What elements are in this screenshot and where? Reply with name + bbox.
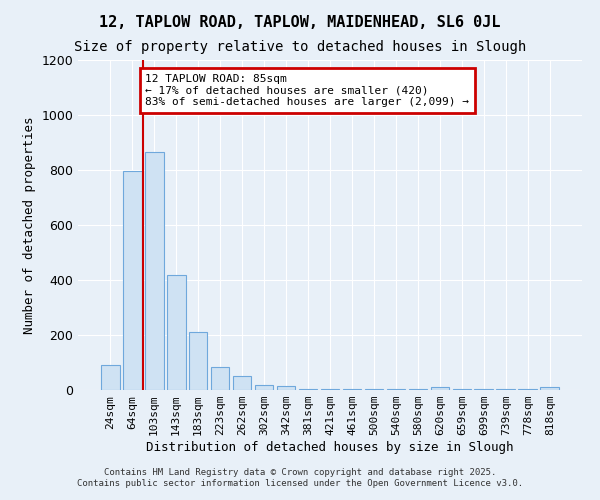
Bar [255,384,274,390]
Bar [277,386,295,390]
Bar [299,388,317,390]
Bar [167,274,185,390]
Bar [211,366,229,390]
Bar [320,388,340,390]
X-axis label: Distribution of detached houses by size in Slough: Distribution of detached houses by size … [146,441,514,454]
Bar [101,365,119,390]
Text: Contains HM Land Registry data © Crown copyright and database right 2025.
Contai: Contains HM Land Registry data © Crown c… [77,468,523,487]
Y-axis label: Number of detached properties: Number of detached properties [23,116,36,334]
Bar [541,387,559,390]
Bar [233,376,251,390]
Text: 12 TAPLOW ROAD: 85sqm
← 17% of detached houses are smaller (420)
83% of semi-det: 12 TAPLOW ROAD: 85sqm ← 17% of detached … [145,74,469,107]
Bar [145,152,164,390]
Bar [343,388,361,390]
Bar [431,387,449,390]
Bar [189,332,208,390]
Bar [123,172,142,390]
Text: Size of property relative to detached houses in Slough: Size of property relative to detached ho… [74,40,526,54]
Text: 12, TAPLOW ROAD, TAPLOW, MAIDENHEAD, SL6 0JL: 12, TAPLOW ROAD, TAPLOW, MAIDENHEAD, SL6… [99,15,501,30]
